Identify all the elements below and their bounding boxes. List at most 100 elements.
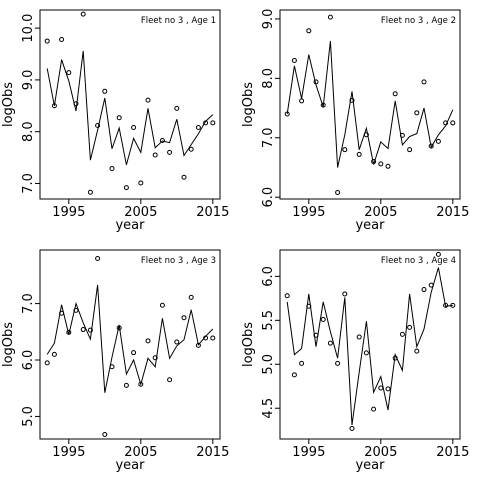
x-tick-label: 2015 xyxy=(196,205,229,220)
observation-point xyxy=(421,79,427,85)
y-tick-label: 8.0 xyxy=(21,121,36,142)
panel-title: Fleet no 3 , Age 4 xyxy=(381,256,456,266)
x-axis: 1995 2005 2015 xyxy=(292,439,469,460)
x-tick-label: 2005 xyxy=(124,445,157,460)
observation-point xyxy=(435,138,441,144)
fitted-line xyxy=(286,40,454,168)
observation-point xyxy=(327,14,333,20)
observation-point xyxy=(356,334,362,340)
observation-point xyxy=(342,147,348,153)
x-axis-title: year xyxy=(115,218,145,233)
observation-point xyxy=(335,189,341,195)
panel-title: Fleet no 3 , Age 2 xyxy=(381,16,456,26)
observation-point xyxy=(291,58,297,64)
observation-point xyxy=(95,255,101,261)
y-tick-label: 6.0 xyxy=(261,187,276,208)
observation-point xyxy=(44,38,50,44)
observation-point xyxy=(299,98,305,104)
y-tick-label: 7.0 xyxy=(261,127,276,148)
y-axis: 6.0 7.0 8.0 9.0 xyxy=(261,9,280,208)
y-axis: 4.5 5.0 5.5 6.0 xyxy=(261,266,280,419)
y-tick-label: 6.0 xyxy=(21,350,36,371)
y-tick-label: 4.5 xyxy=(261,398,276,419)
observation-point xyxy=(407,324,413,330)
observation-point xyxy=(443,302,449,308)
panel-age-1: Fleet no 3 , Age 1 year logObs 1995 2005 2… xyxy=(1,9,229,233)
observation-point xyxy=(291,372,297,378)
x-tick-label: 2015 xyxy=(196,445,229,460)
y-axis-title: logObs xyxy=(241,82,256,127)
observation-point xyxy=(392,91,398,97)
x-axis-title: year xyxy=(355,218,385,233)
observation-point xyxy=(131,350,137,356)
observation-point xyxy=(385,386,391,392)
y-tick-label: 5.5 xyxy=(261,310,276,331)
panel-title: Fleet no 3 , Age 3 xyxy=(141,256,216,266)
observation-point xyxy=(284,293,290,299)
x-axis: 1995 2005 2015 xyxy=(52,439,229,460)
observation-point xyxy=(421,287,427,293)
observation-point xyxy=(51,351,57,357)
observation-point xyxy=(159,302,165,308)
observation-point xyxy=(363,350,369,356)
observation-point xyxy=(327,340,333,346)
observation-point xyxy=(195,125,201,131)
observation-point xyxy=(102,88,108,94)
observation-point xyxy=(66,70,72,76)
observation-point xyxy=(123,382,129,388)
panel-age-4: Fleet no 3 , Age 4 year logObs 1995 2005 2… xyxy=(241,249,469,473)
observation-point xyxy=(414,348,420,354)
observation-point xyxy=(378,385,384,391)
observation-point xyxy=(188,146,194,152)
observation-point xyxy=(145,338,151,344)
observation-point xyxy=(320,316,326,322)
observation-point xyxy=(80,11,86,17)
x-axis: 1995 2005 2015 xyxy=(292,199,469,220)
x-tick-label: 2005 xyxy=(124,205,157,220)
y-tick-label: 9.0 xyxy=(21,70,36,91)
y-axis: 7.0 8.0 9.0 10.0 xyxy=(21,14,40,194)
y-axis: 5.0 6.0 7.0 xyxy=(21,293,40,427)
x-tick-label: 2015 xyxy=(436,445,469,460)
observation-point xyxy=(349,425,355,431)
x-tick-label: 1995 xyxy=(52,205,85,220)
observation-point xyxy=(44,360,50,366)
observation-point xyxy=(87,189,93,195)
observation-point xyxy=(80,327,86,333)
observation-point xyxy=(138,381,144,387)
observation-point xyxy=(116,115,122,121)
observation-point xyxy=(188,294,194,300)
y-axis-title: logObs xyxy=(241,322,256,367)
observation-point xyxy=(59,37,65,43)
series-layer xyxy=(284,14,456,195)
observation-point xyxy=(378,161,384,167)
x-axis-title: year xyxy=(115,458,145,473)
x-tick-label: 1995 xyxy=(52,445,85,460)
y-axis-title: logObs xyxy=(1,322,16,367)
x-tick-label: 1995 xyxy=(292,205,325,220)
observation-point xyxy=(210,335,216,341)
observation-point xyxy=(87,327,93,333)
plot-frame xyxy=(279,9,461,200)
observation-point xyxy=(371,406,377,412)
observation-point xyxy=(159,137,165,143)
plot-frame xyxy=(39,249,221,440)
observation-point xyxy=(335,360,341,366)
observation-point xyxy=(123,185,129,191)
observation-point xyxy=(356,151,362,157)
x-tick-label: 2005 xyxy=(364,205,397,220)
observation-point xyxy=(131,125,137,131)
observation-point xyxy=(181,174,187,180)
observation-point xyxy=(435,251,441,257)
y-axis-title: logObs xyxy=(1,82,16,127)
observation-point xyxy=(407,147,413,153)
observation-point xyxy=(152,152,158,158)
observation-point xyxy=(349,97,355,103)
observation-point xyxy=(174,105,180,111)
observation-point xyxy=(342,291,348,297)
fitted-line xyxy=(46,50,214,165)
observation-point xyxy=(95,122,101,128)
x-axis: 1995 2005 2015 xyxy=(52,199,229,220)
y-tick-label: 6.0 xyxy=(261,266,276,287)
